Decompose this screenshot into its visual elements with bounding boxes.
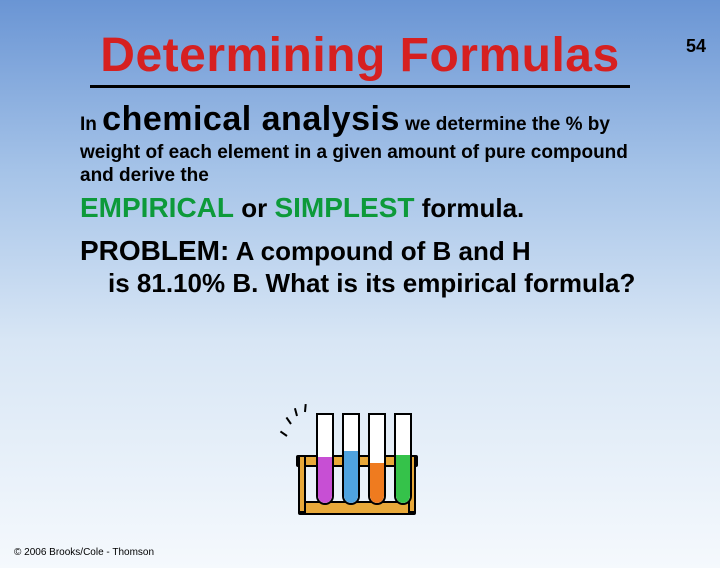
formula-mid: or: [234, 193, 274, 223]
intro-paragraph: In chemical analysis we determine the % …: [80, 98, 650, 188]
test-tube-3: [368, 413, 386, 505]
title-underline: [90, 85, 630, 88]
intro-emphasis: chemical analysis: [102, 100, 400, 138]
spark-line: [304, 404, 307, 412]
intro-pre: In: [80, 114, 102, 135]
copyright-text: © 2006 Brooks/Cole - Thomson: [14, 547, 154, 558]
problem-paragraph: PROBLEM: A compound of B and H is 81.10%…: [80, 234, 650, 299]
spark-line: [294, 408, 298, 416]
test-tube-rack-icon: [280, 388, 430, 523]
test-tube-4: [394, 413, 412, 505]
problem-rest2: is 81.10% B. What is its empirical formu…: [108, 268, 650, 299]
test-tube-1: [316, 413, 334, 505]
rack-post-left: [298, 455, 306, 513]
problem-rest1: A compound of B and H: [229, 236, 530, 266]
formula-line: EMPIRICAL or SIMPLEST formula.: [80, 192, 650, 224]
content-area: In chemical analysis we determine the % …: [80, 98, 650, 299]
empirical-word: EMPIRICAL: [80, 192, 234, 223]
test-tube-2: [342, 413, 360, 505]
slide-title: Determining Formulas: [0, 28, 720, 83]
spark-line: [286, 417, 292, 425]
spark-line: [280, 431, 288, 437]
formula-tail: formula.: [414, 193, 524, 223]
page-number: 54: [686, 36, 706, 57]
simplest-word: SIMPLEST: [274, 192, 414, 223]
problem-label: PROBLEM:: [80, 235, 229, 266]
